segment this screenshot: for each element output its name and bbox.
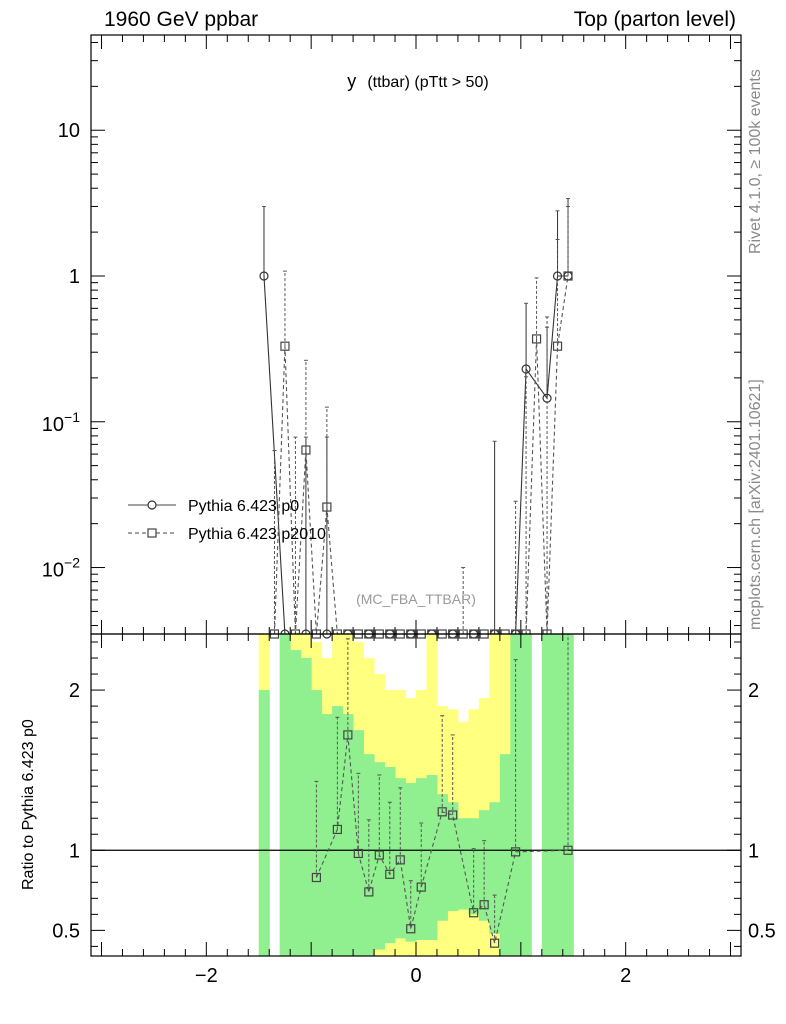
legend-label-0: Pythia 6.423 p0 (188, 498, 299, 515)
marker-square (280, 341, 290, 351)
marker-square (406, 924, 416, 934)
marker-circle (259, 271, 269, 281)
y-tick-exponent: −2 (64, 555, 80, 571)
ratio-band-1sigma (552, 634, 564, 956)
ratio-band-1sigma (541, 634, 553, 956)
marker-square (416, 882, 426, 892)
header-process-label: 1960 GeV ppbar (104, 8, 259, 31)
marker-square (343, 730, 353, 740)
ratio-band-1sigma (499, 754, 511, 956)
marker-square (563, 845, 573, 855)
ratio-y-tick-label-right: 1 (748, 840, 759, 862)
marker-square (448, 810, 458, 820)
marker-square (490, 938, 500, 948)
marker-square (563, 271, 573, 281)
marker-square (531, 334, 542, 344)
chart-title-rest: (ttbar) (pTtt > 50) (367, 74, 488, 91)
marker-square (322, 502, 332, 512)
ratio-band-1sigma (311, 690, 323, 956)
marker-square (437, 807, 447, 817)
legend-marker-square (147, 528, 157, 538)
series-line-1 (315, 734, 569, 944)
ratio-panel (91, 633, 741, 956)
x-tick-label: 0 (410, 965, 421, 987)
ratio-y-tick-label: 0.5 (52, 920, 80, 942)
series-line-0 (263, 275, 569, 635)
y-tick-label: 10 (58, 120, 80, 142)
y-tick-mantissa: 10 (42, 560, 64, 582)
ratio-band-1sigma (489, 802, 501, 934)
marker-square (385, 869, 395, 879)
ratio-band-1sigma (384, 766, 396, 944)
ratio-y-tick-label-right: 2 (748, 680, 759, 702)
marker-square (395, 855, 405, 865)
ratio-band-1sigma (321, 714, 333, 956)
chart-title: y (ttbar) (pTtt > 50) (347, 71, 488, 91)
y-tick-label: 10−1 (42, 409, 80, 436)
ratio-band-1sigma (342, 714, 354, 956)
ratio-band-1sigma (520, 634, 532, 956)
legend-label-1: Pythia 6.423 p2010 (188, 526, 326, 543)
series-line-1 (273, 275, 569, 635)
ratio-band-1sigma (405, 782, 417, 942)
ratio-y-tick-label: 2 (69, 680, 80, 702)
y-tick-label: 1 (69, 266, 80, 288)
legend: Pythia 6.423 p0 Pythia 6.423 p2010 (128, 498, 326, 543)
ratio-band-1sigma (279, 634, 291, 956)
ratio-band-1sigma (416, 778, 427, 940)
ratio-y-tick-label-right: 0.5 (748, 920, 776, 942)
analysis-watermark: (MC_FBA_TTBAR) (356, 591, 476, 607)
ratio-band-1sigma (447, 802, 459, 912)
marker-square (332, 824, 342, 835)
marker-square (469, 908, 479, 918)
chart-title-variable: y (347, 71, 356, 91)
marker-square (510, 847, 521, 857)
header-category-label: Top (parton level) (573, 8, 736, 31)
marker-square (301, 445, 311, 455)
marker-square (311, 872, 322, 883)
ratio-band-1sigma (426, 774, 438, 940)
marker-square (552, 341, 563, 351)
ratio-band-2sigma (489, 634, 501, 956)
ratio-band-1sigma (300, 658, 312, 956)
marker-circle (521, 364, 531, 374)
y-tick-mantissa: 10 (42, 414, 64, 436)
ratio-y-tick-label: 1 (69, 840, 80, 862)
ratio-band-1sigma (457, 818, 469, 910)
ratio-band-1sigma (436, 794, 448, 921)
ratio-band-1sigma (478, 810, 490, 921)
marker-square (374, 850, 384, 860)
y-tick-exponent: −1 (64, 409, 80, 425)
x-tick-label: 2 (620, 965, 631, 987)
main-frame (90, 34, 742, 635)
legend-marker-circle (147, 500, 157, 510)
marker-square (353, 848, 363, 859)
main-panel (259, 198, 573, 639)
x-tick-label: −2 (195, 965, 218, 987)
y-tick-label: 10−2 (42, 555, 80, 582)
marker-square (364, 887, 374, 897)
marker-square (479, 900, 489, 910)
ratio-band-1sigma (258, 690, 270, 956)
ratio-band-1sigma (332, 706, 344, 956)
ratio-band-1sigma (290, 650, 302, 956)
